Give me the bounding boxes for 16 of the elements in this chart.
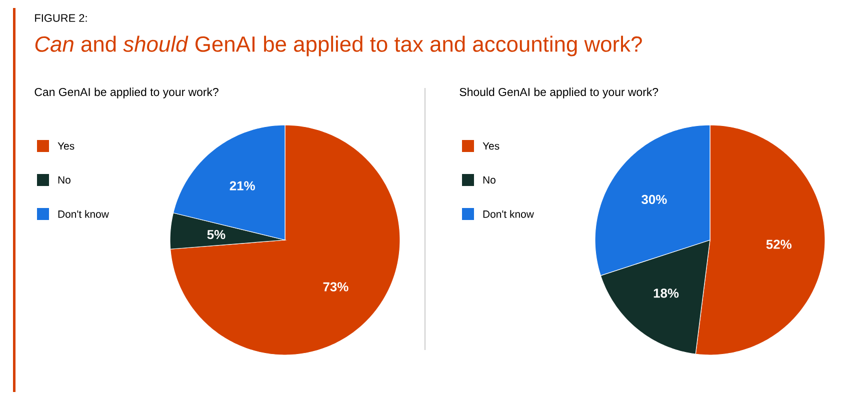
legend-label: No bbox=[58, 176, 70, 184]
text: Can and should GenAI be applied to tax and accounting work? bbox=[35, 36, 642, 56]
data-label: 21% bbox=[230, 181, 255, 190]
chart-title: Should GenAI be applied to your work? bbox=[460, 88, 658, 98]
chart-title: Can GenAI be applied to your work? bbox=[34, 88, 218, 98]
data-label: 52% bbox=[766, 240, 792, 249]
data-label: 5% bbox=[207, 230, 226, 240]
data-label: 30% bbox=[642, 194, 667, 204]
data-label: 73% bbox=[323, 282, 348, 292]
legend-label: Don't know bbox=[58, 210, 109, 218]
legend-label: Yes bbox=[482, 142, 500, 150]
legend-label: No bbox=[483, 176, 496, 184]
caption: FIGURE 2: bbox=[35, 14, 87, 22]
legend-label: Don't know bbox=[483, 210, 534, 218]
legend-label: Yes bbox=[58, 142, 74, 150]
data-label: 18% bbox=[654, 288, 679, 298]
